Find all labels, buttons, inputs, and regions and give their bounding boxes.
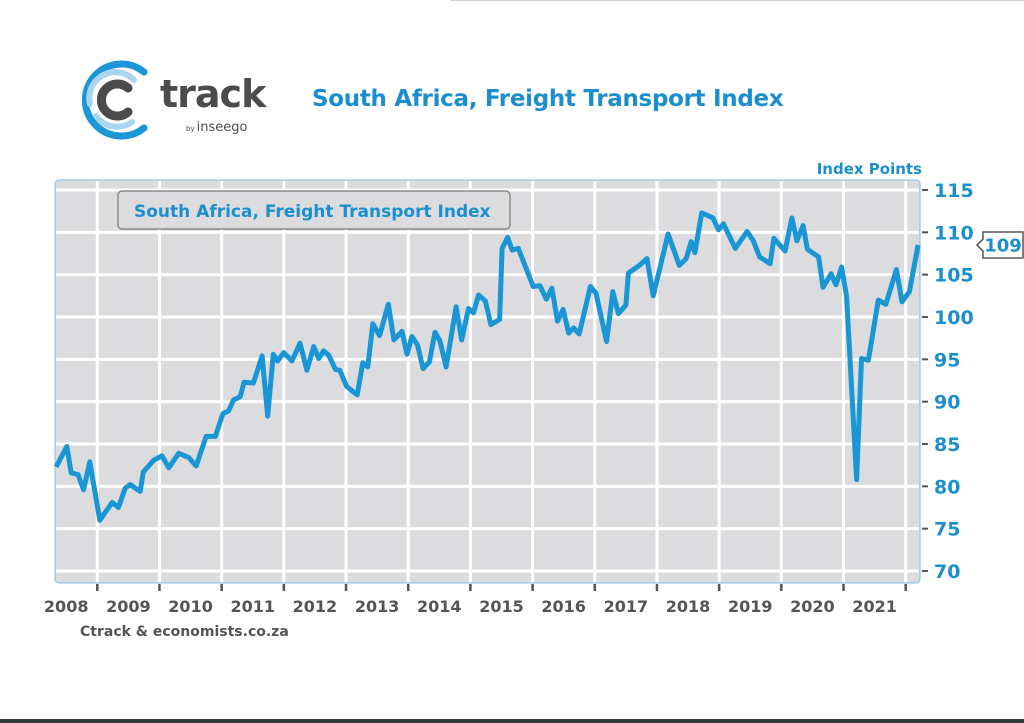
last-value-marker: 109 <box>975 231 1024 259</box>
logo-brand: inseego <box>196 120 248 135</box>
y-tick-label: 80 <box>934 476 960 498</box>
x-tick-label: 2012 <box>293 597 338 616</box>
bottom-border <box>0 719 1024 723</box>
x-tick-label: 2010 <box>168 597 213 616</box>
x-tick-label: 2011 <box>230 597 275 616</box>
x-tick-label: 2021 <box>852 597 897 616</box>
gridlines <box>56 181 919 582</box>
y-tick-label: 95 <box>934 349 960 371</box>
x-tick-label: 2016 <box>541 597 586 616</box>
x-tick-label: 2015 <box>479 597 524 616</box>
y-tick-label: 110 <box>934 222 974 244</box>
ctrack-logo: track by inseego <box>76 58 276 142</box>
top-border <box>450 0 1024 1</box>
x-tick-label: 2013 <box>355 597 400 616</box>
ctrack-logo-mark-icon <box>81 60 148 140</box>
x-tick-label: 2009 <box>106 597 151 616</box>
last-value-box <box>975 231 1024 259</box>
x-tick-label: 2018 <box>666 597 711 616</box>
logo-by: by <box>186 125 195 133</box>
source-note: Ctrack & economists.co.za <box>80 624 289 640</box>
y-tick-label: 105 <box>934 265 974 287</box>
y-tick-label: 100 <box>934 307 974 329</box>
plot-area <box>54 179 921 584</box>
page-title: South Africa, Freight Transport Index <box>312 86 784 112</box>
logo-byline: by inseego <box>186 120 247 135</box>
legend-box <box>117 190 511 230</box>
y-tick-label: 90 <box>934 392 960 414</box>
legend: South Africa, Freight Transport Index <box>117 190 511 230</box>
y-axis-label: Index Points <box>817 160 922 178</box>
logo-text: track <box>160 72 266 116</box>
legend-label: South Africa, Freight Transport Index <box>134 202 491 222</box>
y-tick-label: 85 <box>934 434 960 456</box>
x-tick-label: 2017 <box>604 597 649 616</box>
y-tick-label: 70 <box>934 561 960 583</box>
x-tick-label: 2020 <box>790 597 835 616</box>
y-tick-label: 75 <box>934 519 960 541</box>
y-tick-label: 115 <box>934 180 974 202</box>
x-tick-label: 2019 <box>728 597 773 616</box>
x-tick-label: 2014 <box>417 597 462 616</box>
x-tick-label: 2008 <box>44 597 89 616</box>
series-line-freight-index <box>53 210 921 523</box>
last-value-label: 109 <box>984 236 1022 257</box>
axes: 70 75 80 85 90 95 100 105 110 115 2008 2009 2010 2011… <box>44 180 974 616</box>
